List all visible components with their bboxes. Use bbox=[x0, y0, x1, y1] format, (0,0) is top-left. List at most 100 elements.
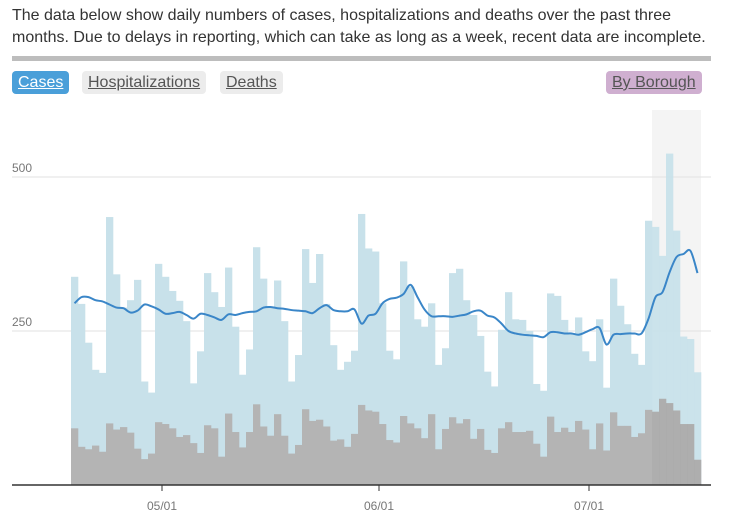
case-bar bbox=[631, 353, 639, 485]
case-bar bbox=[575, 317, 583, 485]
gray-bar bbox=[316, 419, 324, 485]
gray-bar bbox=[526, 430, 534, 485]
gray-bar bbox=[687, 424, 695, 485]
gray-bar bbox=[134, 448, 142, 485]
y-tick-label: 500 bbox=[12, 161, 32, 175]
section-divider bbox=[12, 56, 711, 61]
case-bar bbox=[351, 350, 359, 485]
case-bar bbox=[113, 274, 121, 485]
case-bar bbox=[302, 249, 310, 485]
case-bar bbox=[127, 300, 135, 485]
gray-bar bbox=[568, 432, 576, 485]
case-bar bbox=[71, 276, 79, 485]
intro-text: The data below show daily numbers of cas… bbox=[12, 7, 706, 46]
gray-bar bbox=[673, 410, 681, 485]
gray-bar bbox=[512, 432, 520, 485]
case-bar bbox=[428, 303, 436, 485]
gray-bar bbox=[239, 447, 247, 485]
gray-bar bbox=[400, 416, 408, 485]
gray-bar bbox=[295, 444, 303, 485]
case-bar bbox=[85, 342, 93, 485]
case-bar bbox=[547, 293, 555, 485]
gray-bar bbox=[365, 410, 373, 485]
gray-bar bbox=[435, 449, 443, 485]
by-borough-button[interactable]: By Borough bbox=[606, 71, 702, 94]
case-bar bbox=[316, 254, 324, 485]
case-bar bbox=[603, 387, 611, 485]
gray-bar bbox=[288, 453, 296, 485]
gray-bar bbox=[197, 452, 205, 485]
gray-bar bbox=[456, 423, 464, 485]
case-bar bbox=[463, 300, 471, 485]
cases-chart: 250 500 05/01 06/01 07/01 bbox=[12, 110, 711, 513]
gray-bar bbox=[540, 456, 548, 485]
gray-bar bbox=[162, 424, 170, 485]
gray-bar bbox=[589, 449, 597, 485]
case-bar bbox=[561, 319, 569, 485]
gray-bar bbox=[505, 422, 513, 485]
case-bar bbox=[197, 351, 205, 485]
gray-bar bbox=[99, 451, 107, 485]
case-bar bbox=[246, 349, 254, 485]
case-bar bbox=[162, 276, 170, 485]
case-bar bbox=[533, 383, 541, 485]
gray-bar bbox=[218, 456, 226, 485]
gray-bar-incomplete bbox=[680, 424, 687, 485]
case-bar bbox=[687, 339, 695, 485]
gray-bar bbox=[120, 427, 128, 485]
case-bar bbox=[554, 295, 562, 485]
gray-bar-incomplete bbox=[659, 399, 666, 485]
gray-bar-incomplete bbox=[666, 403, 673, 485]
case-bar bbox=[204, 273, 212, 485]
case-bar bbox=[232, 326, 240, 485]
gray-bar bbox=[71, 428, 79, 485]
gray-bar bbox=[680, 424, 688, 485]
case-bar bbox=[330, 345, 338, 485]
gray-bar bbox=[484, 449, 492, 485]
case-bar bbox=[526, 331, 534, 485]
gray-bar bbox=[610, 412, 618, 485]
case-bar bbox=[624, 324, 632, 485]
case-bar bbox=[134, 279, 142, 485]
gray-bar bbox=[225, 413, 233, 485]
gray-bar bbox=[106, 423, 114, 485]
gray-bar bbox=[309, 420, 317, 485]
case-bar bbox=[183, 321, 191, 485]
case-bar bbox=[540, 390, 548, 485]
case-bar bbox=[596, 319, 604, 485]
case-bar bbox=[78, 303, 86, 485]
tab-cases[interactable]: Cases bbox=[12, 71, 70, 94]
case-bar bbox=[519, 319, 527, 485]
case-bar bbox=[456, 268, 464, 485]
gray-bar bbox=[393, 442, 401, 485]
gray-bar bbox=[477, 428, 485, 485]
case-bar bbox=[295, 355, 303, 485]
gray-bar bbox=[666, 403, 674, 485]
gray-bar bbox=[155, 422, 163, 485]
gray-bar bbox=[267, 435, 275, 485]
gray-bar-incomplete bbox=[673, 410, 680, 485]
case-bar bbox=[211, 292, 219, 485]
case-bar bbox=[92, 369, 100, 485]
case-bar bbox=[365, 248, 373, 485]
gray-bar bbox=[169, 428, 177, 485]
gray-bar bbox=[78, 446, 86, 485]
tab-hospitalizations[interactable]: Hospitalizations bbox=[82, 71, 207, 94]
gray-bar bbox=[428, 414, 436, 485]
gray-bar bbox=[407, 423, 415, 485]
case-bar bbox=[155, 263, 163, 485]
gray-bar bbox=[491, 452, 499, 485]
case-bar bbox=[274, 280, 282, 485]
gray-bar bbox=[85, 449, 93, 485]
gray-bar bbox=[330, 440, 338, 485]
gray-bar bbox=[379, 424, 387, 485]
case-bar bbox=[491, 386, 499, 485]
case-bar bbox=[358, 213, 366, 485]
case-bar bbox=[239, 374, 247, 485]
tab-deaths[interactable]: Deaths bbox=[220, 71, 283, 94]
gray-bar bbox=[302, 409, 310, 485]
case-bar bbox=[141, 381, 149, 485]
case-bar bbox=[442, 348, 450, 485]
case-bar bbox=[372, 251, 380, 485]
case-bar bbox=[393, 359, 401, 485]
